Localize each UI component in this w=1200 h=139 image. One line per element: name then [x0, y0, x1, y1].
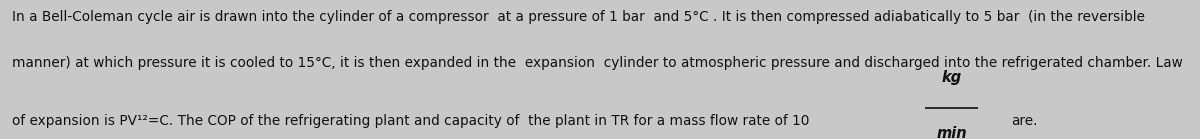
Text: min: min [936, 126, 967, 139]
Text: In a Bell-Coleman cycle air is drawn into the cylinder of a compressor  at a pre: In a Bell-Coleman cycle air is drawn int… [12, 10, 1145, 24]
Text: of expansion is PV¹²=C. The COP of the refrigerating plant and capacity of  the : of expansion is PV¹²=C. The COP of the r… [12, 114, 809, 128]
Text: are.: are. [1012, 114, 1038, 128]
Text: kg: kg [942, 70, 961, 85]
Text: manner) at which pressure it is cooled to 15°C, it is then expanded in the  expa: manner) at which pressure it is cooled t… [12, 56, 1183, 70]
